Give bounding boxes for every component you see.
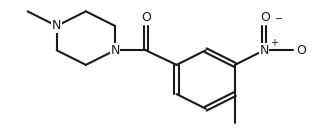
Text: O: O bbox=[141, 11, 151, 24]
Text: −: − bbox=[274, 14, 283, 24]
Text: N: N bbox=[260, 44, 269, 57]
Text: N: N bbox=[110, 44, 120, 57]
Text: O: O bbox=[296, 44, 306, 57]
Text: N: N bbox=[52, 19, 61, 32]
Text: O: O bbox=[261, 11, 271, 24]
Text: +: + bbox=[270, 38, 278, 48]
